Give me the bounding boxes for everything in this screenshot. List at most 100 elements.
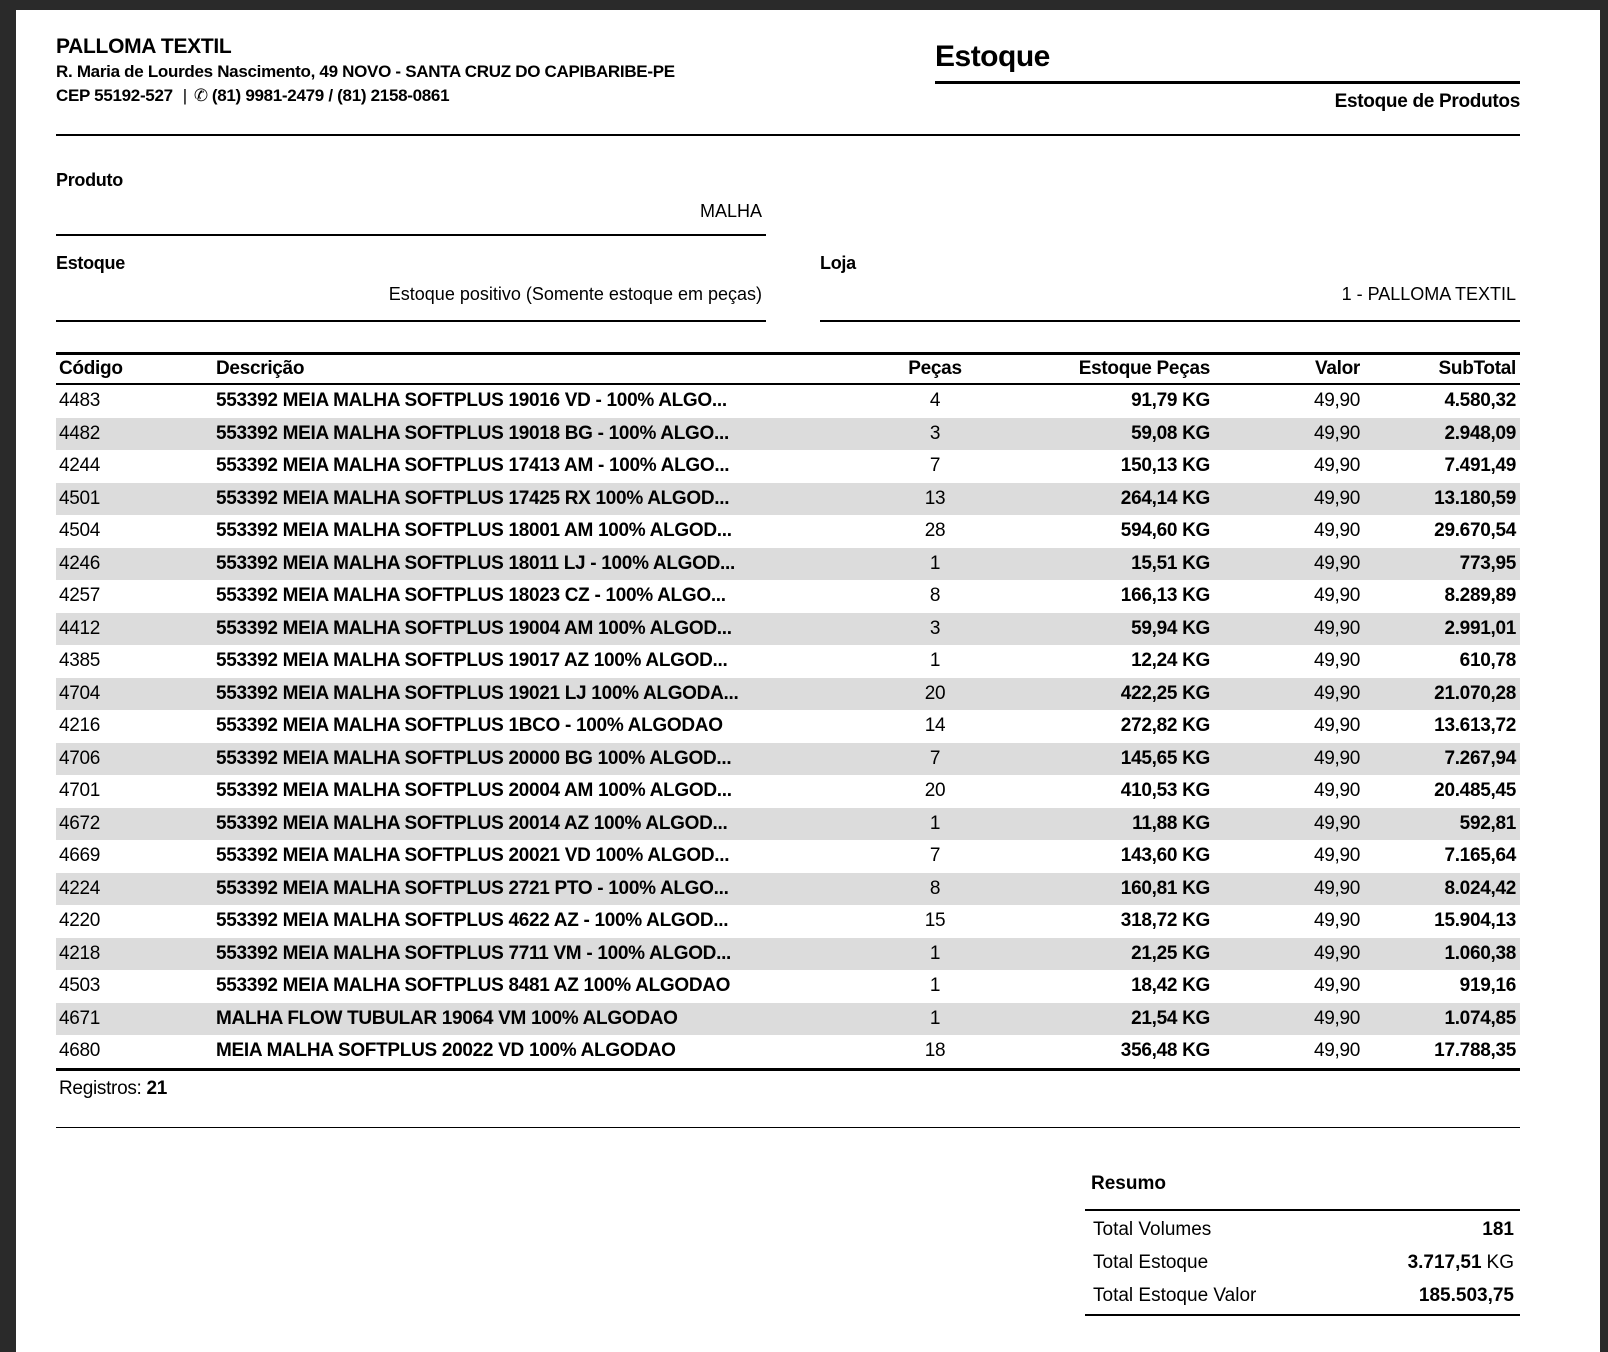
resumo-section: Resumo Total Volumes 181 Total Estoque 3… [1085, 1173, 1520, 1316]
pecas-cell: 4 [929, 390, 941, 412]
phone-icon: ✆ [193, 86, 208, 105]
table-row: 4671 MALHA FLOW TUBULAR 19064 VM 100% AL… [56, 1002, 1520, 1035]
codigo-cell: 4257 [59, 585, 101, 607]
subtotal-cell: 8.024,42 [1444, 877, 1516, 899]
codigo-cell: 4385 [59, 650, 101, 672]
pecas-cell: 1 [929, 812, 941, 834]
estoque-pecas-cell: 18,42 KG [1131, 975, 1210, 997]
table-row: 4706 553392 MEIA MALHA SOFTPLUS 20000 BG… [56, 742, 1520, 775]
pecas-cell: 8 [929, 585, 941, 607]
pecas-cell: 1 [929, 650, 941, 672]
subtotal-cell: 29.670,54 [1434, 520, 1516, 542]
descricao-cell: 553392 MEIA MALHA SOFTPLUS 20000 BG 100%… [216, 747, 732, 769]
subtotal-cell: 2.948,09 [1444, 422, 1516, 444]
valor-cell: 49,90 [1313, 487, 1360, 509]
separator: | [182, 86, 187, 105]
subtotal-cell: 20.485,45 [1434, 780, 1516, 802]
valor-cell: 49,90 [1313, 715, 1360, 737]
descricao-cell: 553392 MEIA MALHA SOFTPLUS 17425 RX 100%… [216, 487, 730, 509]
codigo-cell: 4503 [59, 975, 101, 997]
table-header-row: Código Descrição Peças Estoque Peças Val… [56, 352, 1520, 385]
table-row: 4501 553392 MEIA MALHA SOFTPLUS 17425 RX… [56, 482, 1520, 515]
valor-cell: 49,90 [1313, 747, 1360, 769]
pecas-cell: 3 [929, 422, 941, 444]
descricao-cell: 553392 MEIA MALHA SOFTPLUS 18023 CZ - 10… [216, 585, 726, 607]
subtotal-cell: 13.613,72 [1434, 715, 1516, 737]
pecas-cell: 1 [929, 1007, 941, 1029]
codigo-cell: 4483 [59, 390, 101, 412]
subtotal-cell: 17.788,35 [1434, 1040, 1516, 1062]
stock-table: Código Descrição Peças Estoque Peças Val… [56, 352, 1520, 1128]
table-row: 4220 553392 MEIA MALHA SOFTPLUS 4622 AZ … [56, 905, 1520, 938]
loja-label: Loja [820, 253, 856, 273]
company-address: R. Maria de Lourdes Nascimento, 49 NOVO … [56, 62, 675, 81]
codigo-cell: 4216 [59, 715, 101, 737]
estoque-pecas-cell: 91,79 KG [1131, 390, 1210, 412]
valor-cell: 49,90 [1313, 1040, 1360, 1062]
report-subtitle: Estoque de Produtos [1334, 91, 1521, 112]
registros-label: Registros: [59, 1077, 142, 1099]
estoque-pecas-cell: 422,25 KG [1120, 682, 1210, 704]
codigo-cell: 4218 [59, 942, 101, 964]
subtotal-cell: 21.070,28 [1434, 682, 1516, 704]
pecas-cell: 15 [924, 910, 946, 932]
table-row: 4412 553392 MEIA MALHA SOFTPLUS 19004 AM… [56, 612, 1520, 645]
estoque-pecas-cell: 594,60 KG [1120, 520, 1210, 542]
pecas-cell: 8 [929, 877, 941, 899]
subtotal-cell: 610,78 [1459, 650, 1517, 672]
subtotal-cell: 7.491,49 [1444, 455, 1516, 477]
resumo-value: 185.503,75 [1418, 1284, 1514, 1306]
descricao-cell: 553392 MEIA MALHA SOFTPLUS 19017 AZ 100%… [216, 650, 728, 672]
table-header-codigo: Código [59, 358, 123, 379]
report-page: PALLOMA TEXTIL R. Maria de Lourdes Nasci… [16, 10, 1600, 1352]
subtotal-cell: 1.074,85 [1444, 1007, 1516, 1029]
descricao-cell: MEIA MALHA SOFTPLUS 20022 VD 100% ALGODA… [216, 1040, 676, 1062]
table-row: 4218 553392 MEIA MALHA SOFTPLUS 7711 VM … [56, 937, 1520, 970]
pecas-cell: 1 [929, 975, 941, 997]
pecas-cell: 20 [924, 780, 946, 802]
report-title: Estoque [935, 40, 1520, 84]
resumo-row: Total Volumes 181 [1085, 1213, 1520, 1246]
codigo-cell: 4220 [59, 910, 101, 932]
codigo-cell: 4671 [59, 1007, 101, 1029]
pecas-cell: 3 [929, 617, 941, 639]
valor-cell: 49,90 [1313, 942, 1360, 964]
descricao-cell: 553392 MEIA MALHA SOFTPLUS 20021 VD 100%… [216, 845, 730, 867]
table-row: 4504 553392 MEIA MALHA SOFTPLUS 18001 AM… [56, 515, 1520, 548]
resumo-title: Resumo [1091, 1173, 1166, 1194]
table-row: 4482 553392 MEIA MALHA SOFTPLUS 19018 BG… [56, 417, 1520, 450]
company-cep: CEP 55192-527 [56, 86, 173, 105]
table-header-valor: Valor [1315, 358, 1360, 379]
codigo-cell: 4701 [59, 780, 101, 802]
table-row: 4680 MEIA MALHA SOFTPLUS 20022 VD 100% A… [56, 1035, 1520, 1068]
estoque-pecas-cell: 145,65 KG [1120, 747, 1210, 769]
table-header-pecas: Peças [908, 358, 962, 379]
estoque-pecas-cell: 410,53 KG [1120, 780, 1210, 802]
descricao-cell: 553392 MEIA MALHA SOFTPLUS 18011 LJ - 10… [216, 552, 735, 574]
table-body: 4483 553392 MEIA MALHA SOFTPLUS 19016 VD… [56, 385, 1520, 1068]
subtotal-cell: 8.289,89 [1444, 585, 1516, 607]
codigo-cell: 4482 [59, 422, 101, 444]
company-phones: (81) 9981-2479 / (81) 2158-0861 [211, 86, 450, 105]
table-row: 4385 553392 MEIA MALHA SOFTPLUS 19017 AZ… [56, 645, 1520, 678]
table-row: 4704 553392 MEIA MALHA SOFTPLUS 19021 LJ… [56, 677, 1520, 710]
subtotal-cell: 773,95 [1459, 552, 1517, 574]
descricao-cell: 553392 MEIA MALHA SOFTPLUS 19004 AM 100%… [216, 617, 732, 639]
descricao-cell: 553392 MEIA MALHA SOFTPLUS 20014 AZ 100%… [216, 812, 728, 834]
estoque-pecas-cell: 160,81 KG [1120, 877, 1210, 899]
descricao-cell: 553392 MEIA MALHA SOFTPLUS 19016 VD - 10… [216, 390, 727, 412]
estoque-pecas-cell: 21,54 KG [1131, 1007, 1210, 1029]
resumo-label: Total Estoque Valor [1093, 1284, 1257, 1306]
descricao-cell: 553392 MEIA MALHA SOFTPLUS 7711 VM - 100… [216, 942, 732, 964]
report-title-block: Estoque Estoque de Produtos [935, 40, 1520, 113]
estoque-pecas-cell: 264,14 KG [1120, 487, 1210, 509]
produto-label: Produto [56, 170, 123, 190]
pecas-cell: 7 [929, 845, 941, 867]
valor-cell: 49,90 [1313, 877, 1360, 899]
estoque-value: Estoque positivo (Somente estoque em peç… [56, 283, 766, 322]
valor-cell: 49,90 [1313, 910, 1360, 932]
table-row: 4672 553392 MEIA MALHA SOFTPLUS 20014 AZ… [56, 807, 1520, 840]
valor-cell: 49,90 [1313, 975, 1360, 997]
descricao-cell: 553392 MEIA MALHA SOFTPLUS 4622 AZ - 100… [216, 910, 729, 932]
valor-cell: 49,90 [1313, 650, 1360, 672]
